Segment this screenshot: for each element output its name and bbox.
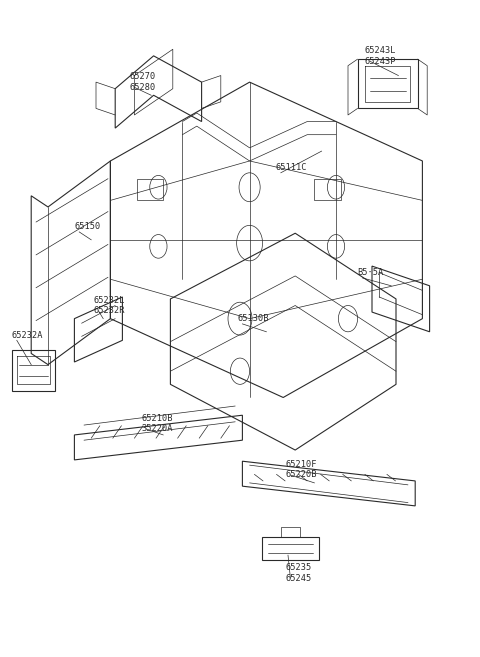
Text: B5·5A: B5·5A bbox=[358, 268, 384, 277]
Text: 65232L
65232R: 65232L 65232R bbox=[94, 296, 125, 315]
Text: 65150: 65150 bbox=[74, 222, 101, 231]
Text: 65210B
35220A: 65210B 35220A bbox=[142, 414, 173, 434]
Text: 65111C: 65111C bbox=[276, 163, 308, 172]
Text: 65232A: 65232A bbox=[12, 330, 44, 340]
Text: 65130B: 65130B bbox=[238, 314, 269, 323]
Text: 65210F
65220B: 65210F 65220B bbox=[286, 460, 317, 480]
Text: 65270
65280: 65270 65280 bbox=[130, 72, 156, 92]
Text: 65243L
65243P: 65243L 65243P bbox=[365, 46, 396, 66]
Text: 65235
65245: 65235 65245 bbox=[286, 563, 312, 583]
